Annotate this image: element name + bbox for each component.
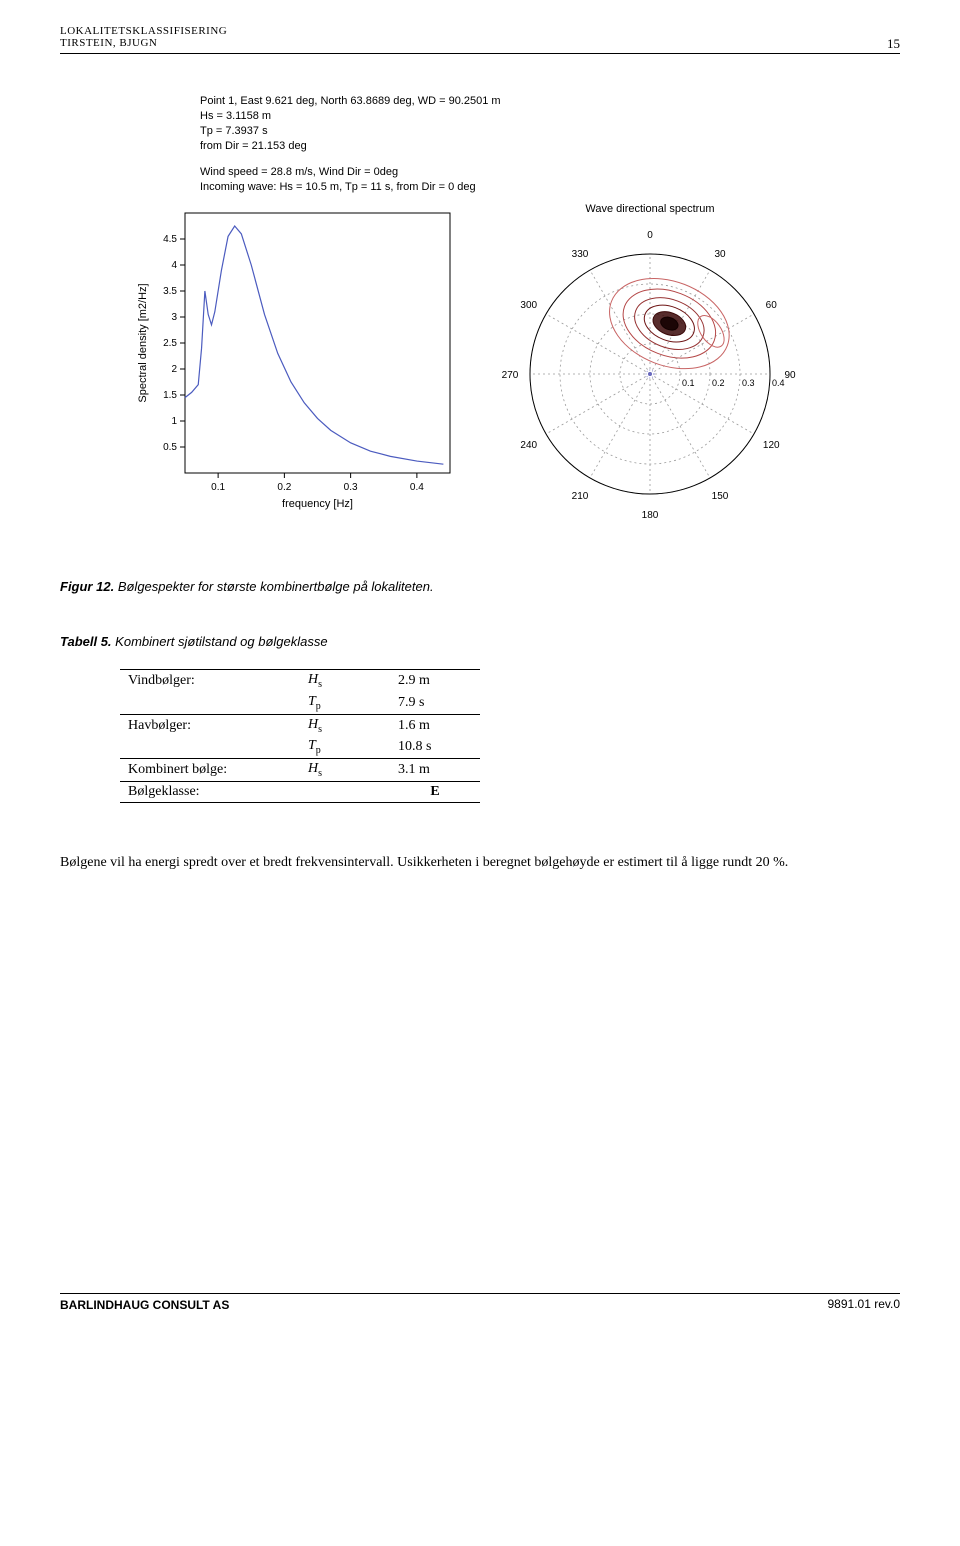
body-paragraph: Bølgene vil ha energi spredt over et bre… [60, 853, 900, 873]
figure-caption: Figur 12. Bølgespekter for største kombi… [60, 579, 900, 594]
svg-text:1: 1 [171, 416, 177, 427]
svg-text:240: 240 [520, 440, 537, 451]
table-cell-label: Vindbølger: [120, 670, 300, 692]
svg-text:3.5: 3.5 [163, 286, 177, 297]
svg-text:0.3: 0.3 [344, 482, 358, 493]
table-number: Tabell 5. [60, 634, 112, 649]
meta-line: from Dir = 21.153 deg [200, 139, 900, 154]
footer-right: 9891.01 rev.0 [828, 1297, 901, 1311]
svg-text:120: 120 [763, 440, 780, 451]
table-cell-value: 2.9 m [390, 670, 480, 692]
footer-rule [60, 1293, 900, 1294]
table-cell-value: 10.8 s [390, 736, 480, 758]
svg-text:210: 210 [572, 491, 589, 502]
table-cell-value: 7.9 s [390, 692, 480, 714]
table-caption: Tabell 5. Kombinert sjøtilstand og bølge… [60, 634, 900, 649]
svg-text:270: 270 [502, 370, 519, 381]
svg-text:90: 90 [784, 370, 796, 381]
svg-text:frequency [Hz]: frequency [Hz] [282, 498, 353, 510]
svg-text:0: 0 [647, 230, 653, 241]
svg-text:0.4: 0.4 [410, 482, 424, 493]
header-line2: TIRSTEIN, BJUGN [60, 37, 900, 49]
svg-text:180: 180 [642, 510, 659, 519]
table-row: Tp7.9 s [120, 692, 480, 714]
meta-line: Incoming wave: Hs = 10.5 m, Tp = 11 s, f… [200, 180, 900, 195]
table-row: Tp10.8 s [120, 736, 480, 758]
table-cell-label: Havbølger: [120, 714, 300, 736]
svg-text:0.4: 0.4 [772, 378, 785, 388]
svg-text:300: 300 [520, 300, 537, 311]
footer-left: BARLINDHAUG CONSULT AS [60, 1298, 229, 1312]
table-cell-label: Bølgeklasse: [120, 782, 300, 803]
svg-text:330: 330 [572, 249, 589, 260]
svg-text:4.5: 4.5 [163, 234, 177, 245]
svg-text:150: 150 [712, 491, 729, 502]
table-cell-label [120, 692, 300, 714]
polar-chart: Wave directional spectrum 0 30 60 90 120 150 1… [470, 203, 830, 519]
spectrum-chart: 0.1 0.2 0.3 0.4 0.5 1 1.5 2 2.5 3 3.5 4 4.5 frequency… [130, 203, 460, 513]
polar-title: Wave directional spectrum [470, 203, 830, 215]
table-row: Bølgeklasse: E [120, 782, 480, 803]
meta-line: Tp = 7.3937 s [200, 124, 900, 139]
figure-text: Bølgespekter for største kombinertbølge … [118, 579, 434, 594]
table-cell-symbol: Hs [300, 759, 390, 782]
svg-text:30: 30 [714, 249, 726, 260]
table-cell-label: Kombinert bølge: [120, 759, 300, 782]
table-cell-value: 3.1 m [390, 759, 480, 782]
meta-line: Point 1, East 9.621 deg, North 63.8689 d… [200, 94, 900, 109]
svg-text:4: 4 [171, 260, 177, 271]
svg-text:1.5: 1.5 [163, 390, 177, 401]
svg-text:2: 2 [171, 364, 177, 375]
svg-text:0.1: 0.1 [682, 378, 695, 388]
table-caption-text: Kombinert sjøtilstand og bølgeklasse [115, 634, 327, 649]
svg-text:Spectral density [m2/Hz]: Spectral density [m2/Hz] [137, 283, 149, 402]
header-line1: LOKALITETSKLASSIFISERING [60, 25, 900, 37]
meta-line: Wind speed = 28.8 m/s, Wind Dir = 0deg [200, 165, 900, 180]
table-row: Vindbølger:Hs2.9 m [120, 670, 480, 692]
figure-number: Figur 12. [60, 579, 114, 594]
svg-text:0.1: 0.1 [211, 482, 225, 493]
meta-line: Hs = 3.1158 m [200, 109, 900, 124]
svg-text:3: 3 [171, 312, 177, 323]
table-cell-value: E [390, 782, 480, 803]
meta-block: Point 1, East 9.621 deg, North 63.8689 d… [200, 94, 900, 195]
table-cell-value: 1.6 m [390, 714, 480, 736]
table-cell-symbol [300, 782, 390, 803]
table-row: Kombinert bølge:Hs3.1 m [120, 759, 480, 782]
footer: BARLINDHAUG CONSULT AS 9891.01 rev.0 [60, 1293, 900, 1314]
table-cell-symbol: Tp [300, 692, 390, 714]
table-cell-label [120, 736, 300, 758]
table-cell-symbol: Hs [300, 714, 390, 736]
svg-text:0.5: 0.5 [163, 442, 177, 453]
page-number: 15 [887, 36, 900, 52]
charts-row: 0.1 0.2 0.3 0.4 0.5 1 1.5 2 2.5 3 3.5 4 4.5 frequency… [60, 203, 900, 519]
svg-text:2.5: 2.5 [163, 338, 177, 349]
table-row: Havbølger:Hs1.6 m [120, 714, 480, 736]
table-cell-symbol: Hs [300, 670, 390, 692]
data-table: Vindbølger:Hs2.9 mTp7.9 sHavbølger:Hs1.6… [120, 669, 480, 803]
table-cell-symbol: Tp [300, 736, 390, 758]
header-rule [60, 53, 900, 54]
svg-text:0.2: 0.2 [712, 378, 725, 388]
svg-text:60: 60 [766, 300, 778, 311]
svg-text:0.3: 0.3 [742, 378, 755, 388]
svg-text:0.2: 0.2 [277, 482, 291, 493]
